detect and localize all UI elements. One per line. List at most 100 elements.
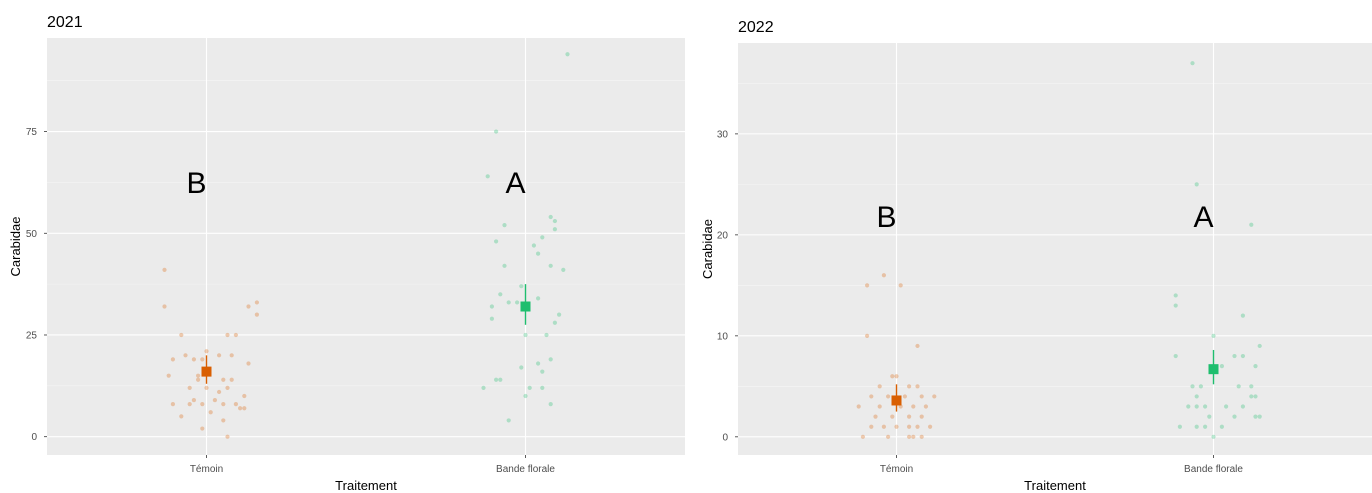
- data-point: [1198, 384, 1203, 389]
- data-point: [481, 385, 486, 390]
- data-point: [886, 434, 891, 439]
- mean-marker: [891, 395, 902, 406]
- data-point: [1186, 404, 1191, 409]
- x-tick-label: Bande florale: [496, 464, 555, 475]
- data-point: [911, 404, 916, 409]
- data-point: [548, 357, 553, 362]
- data-point: [200, 402, 205, 407]
- data-point: [1240, 404, 1245, 409]
- plot-background: [738, 43, 1372, 455]
- data-point: [552, 218, 558, 224]
- x-tick-label: Bande florale: [1184, 464, 1243, 475]
- data-point: [506, 300, 511, 305]
- data-point: [540, 369, 545, 374]
- significance-letter: B: [876, 201, 896, 234]
- data-point: [548, 402, 553, 407]
- data-point: [494, 377, 499, 382]
- data-point: [1173, 353, 1178, 359]
- data-point: [1177, 424, 1182, 429]
- y-tick-label: 30: [717, 129, 729, 140]
- data-point: [865, 283, 870, 288]
- data-point: [225, 332, 230, 338]
- data-point: [557, 312, 562, 317]
- data-point: [187, 385, 192, 390]
- data-point: [1173, 293, 1178, 298]
- chart-title: 2022: [738, 19, 774, 36]
- data-point: [233, 332, 238, 338]
- data-point: [187, 402, 192, 407]
- y-axis-title: Carabidae: [700, 219, 715, 279]
- data-point: [1190, 384, 1195, 389]
- data-point: [523, 332, 528, 338]
- data-point: [1240, 353, 1245, 359]
- data-point: [246, 361, 251, 366]
- data-point: [200, 357, 205, 362]
- data-point: [1173, 303, 1178, 308]
- data-point: [869, 424, 874, 429]
- data-point: [856, 404, 861, 409]
- data-point: [485, 174, 490, 179]
- y-tick-label: 25: [26, 330, 38, 341]
- y-axis-title: Carabidae: [8, 217, 23, 277]
- significance-letter: A: [1193, 201, 1213, 234]
- data-point: [1207, 414, 1212, 419]
- data-point: [915, 424, 920, 429]
- data-point: [527, 385, 532, 390]
- data-point: [886, 394, 891, 399]
- data-point: [907, 384, 912, 389]
- data-point: [536, 361, 541, 366]
- data-point: [877, 404, 882, 409]
- data-point: [552, 320, 558, 325]
- data-point: [196, 373, 201, 378]
- data-point: [923, 404, 929, 409]
- data-point: [200, 426, 205, 431]
- data-point: [907, 414, 912, 419]
- data-point: [890, 414, 895, 419]
- data-point: [565, 52, 570, 57]
- significance-letter: B: [186, 167, 206, 200]
- x-tick-label: Témoin: [190, 464, 223, 475]
- data-point: [1224, 404, 1229, 409]
- data-point: [502, 263, 507, 268]
- data-point: [238, 406, 243, 411]
- data-point: [179, 414, 184, 419]
- data-point: [890, 374, 895, 379]
- data-point: [1249, 394, 1254, 399]
- chart-title: 2021: [47, 14, 83, 31]
- data-point: [1240, 313, 1245, 318]
- data-point: [494, 239, 499, 244]
- x-axis-title: Traitement: [1024, 478, 1086, 493]
- data-point: [1253, 394, 1258, 399]
- data-point: [170, 402, 175, 407]
- data-point: [869, 394, 874, 399]
- data-point: [1211, 333, 1216, 338]
- data-point: [932, 394, 937, 399]
- chart-panel-2021: 0 25 50 75 Témoin Bande florale B A 2021 Traiteme…: [8, 14, 685, 493]
- data-point: [489, 304, 494, 309]
- data-point: [1249, 222, 1254, 227]
- data-point: [225, 434, 230, 439]
- data-point: [229, 353, 234, 358]
- data-point: [204, 349, 209, 354]
- data-point: [860, 434, 866, 439]
- x-tick-label: Témoin: [880, 464, 913, 475]
- data-point: [506, 418, 511, 423]
- data-point: [540, 385, 545, 390]
- y-tick-label: 20: [717, 230, 729, 241]
- data-point: [1219, 424, 1224, 429]
- data-point: [1203, 404, 1208, 409]
- data-point: [898, 404, 903, 409]
- data-point: [873, 414, 878, 419]
- data-point: [519, 365, 524, 370]
- data-point: [552, 227, 558, 232]
- significance-letter: A: [505, 167, 525, 200]
- data-point: [229, 377, 234, 382]
- data-point: [246, 304, 251, 309]
- data-point: [902, 394, 908, 399]
- data-point: [166, 373, 171, 378]
- data-point: [1232, 353, 1237, 359]
- data-point: [217, 389, 222, 395]
- y-tick-label: 50: [26, 229, 38, 240]
- data-point: [515, 300, 520, 305]
